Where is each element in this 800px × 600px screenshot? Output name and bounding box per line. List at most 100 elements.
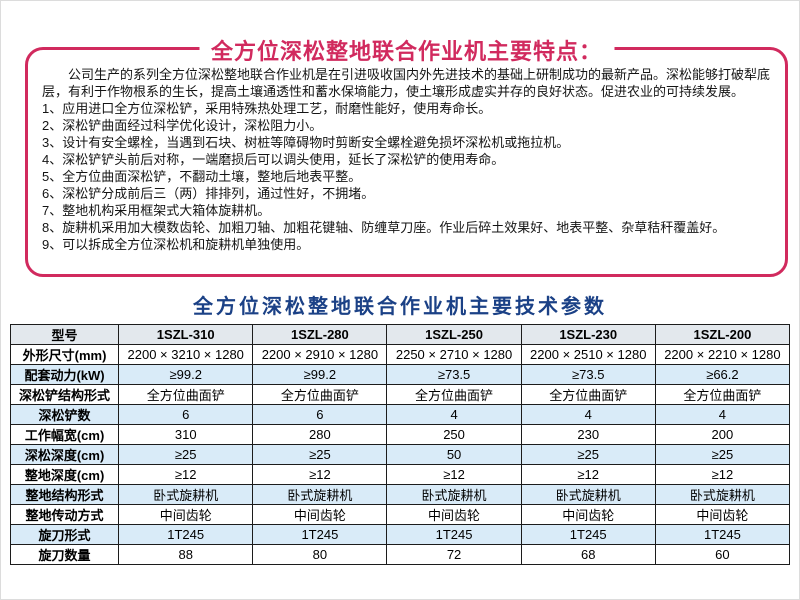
table-cell: 全方位曲面铲 (252, 384, 388, 405)
table-cell: 88 (118, 544, 254, 565)
row-label: 整地结构形式 (9, 484, 120, 505)
table-row: 深松铲结构形式 全方位曲面铲 全方位曲面铲 全方位曲面铲 全方位曲面铲 全方位曲面铲 (9, 384, 791, 405)
table-cell: ≥25 (118, 444, 254, 465)
table-cell: 280 (252, 424, 388, 445)
table-row: 整地深度(cm) ≥12 ≥12 ≥12 ≥12 ≥12 (9, 464, 791, 485)
table-row: 配套动力(kW) ≥99.2 ≥99.2 ≥73.5 ≥73.5 ≥66.2 (9, 364, 791, 385)
table-row: 深松深度(cm) ≥25 ≥25 50 ≥25 ≥25 (9, 444, 791, 465)
table-row: 整地传动方式 中间齿轮 中间齿轮 中间齿轮 中间齿轮 中间齿轮 (9, 504, 791, 525)
row-label: 旋刀形式 (9, 524, 120, 545)
feature-item: 3、设计有安全螺栓，当遇到石块、树桩等障碍物时剪断安全螺栓避免损坏深松机或拖拉机… (42, 135, 570, 150)
table-cell: 4 (654, 404, 791, 425)
table-cell: ≥25 (654, 444, 791, 465)
table-row: 外形尺寸(mm) 2200 × 3210 × 1280 2200 × 2910 × … (9, 344, 791, 365)
table-cell: 中间齿轮 (118, 504, 254, 525)
table-cell: 250 (386, 424, 522, 445)
feature-item: 9、可以拆成全方位深松机和旋耕机单独使用。 (42, 237, 310, 252)
table-cell: 卧式旋耕机 (520, 484, 656, 505)
row-label: 深松铲数 (9, 404, 120, 425)
table-cell: 60 (654, 544, 791, 565)
table-cell: 中间齿轮 (654, 504, 791, 525)
row-label: 整地传动方式 (9, 504, 120, 525)
table-cell: 1T245 (252, 524, 388, 545)
table-cell: ≥25 (520, 444, 656, 465)
table-cell: 50 (386, 444, 522, 465)
features-list: 1、应用进口全方位深松铲，采用特殊热处理工艺，耐磨性能好，使用寿命长。 2、深松铲… (42, 100, 771, 253)
table-cell: 全方位曲面铲 (386, 384, 522, 405)
table-row: 整地结构形式 卧式旋耕机 卧式旋耕机 卧式旋耕机 卧式旋耕机 卧式旋耕机 (9, 484, 791, 505)
table-cell: ≥99.2 (252, 364, 388, 385)
table-cell: 230 (520, 424, 656, 445)
column-header-model: 1SZL-310 (118, 324, 254, 345)
table-cell: 1T245 (654, 524, 791, 545)
features-title: 全方位深松整地联合作业机主要特点： (198, 34, 615, 66)
column-header-model: 1SZL-280 (252, 324, 388, 345)
table-cell: 中间齿轮 (386, 504, 522, 525)
table-cell: 4 (386, 404, 522, 425)
row-label: 旋刀数量 (9, 544, 120, 565)
features-box: 全方位深松整地联合作业机主要特点： 公司生产的系列全方位深松整地联合作业机是在引… (25, 34, 788, 277)
row-label: 配套动力(kW) (9, 364, 120, 385)
table-cell: ≥12 (654, 464, 791, 485)
features-intro-paragraph: 公司生产的系列全方位深松整地联合作业机是在引进吸收国内外先进技术的基础上研制成功… (42, 67, 771, 99)
row-label: 深松铲结构形式 (9, 384, 120, 405)
table-row: 旋刀数量 88 80 72 68 60 (9, 544, 791, 565)
feature-item: 8、旋耕机采用加大模数齿轮、加粗刀轴、加粗花键轴、防缠草刀座。作业后碎土效果好、… (42, 220, 726, 235)
row-label: 工作幅宽(cm) (9, 424, 120, 445)
table-cell: 中间齿轮 (520, 504, 656, 525)
specs-table-body: 外形尺寸(mm) 2200 × 3210 × 1280 2200 × 2910 × … (9, 344, 791, 565)
feature-item: 4、深松铲铲头前后对称，一端磨损后可以调头使用，延长了深松铲的使用寿命。 (42, 152, 505, 167)
specs-header-row: 型号 1SZL-310 1SZL-280 1SZL-250 1SZL-230 1SZL-2… (9, 324, 791, 345)
table-cell: 2200 × 2910 × 1280 (252, 344, 388, 365)
table-cell: 72 (386, 544, 522, 565)
column-header-model: 1SZL-250 (386, 324, 522, 345)
table-cell: 卧式旋耕机 (386, 484, 522, 505)
table-row: 深松铲数 6 6 4 4 4 (9, 404, 791, 425)
table-cell: 1T245 (118, 524, 254, 545)
table-cell: 中间齿轮 (252, 504, 388, 525)
row-label: 深松深度(cm) (9, 444, 120, 465)
table-cell: 卧式旋耕机 (654, 484, 791, 505)
table-cell: 2250 × 2710 × 1280 (386, 344, 522, 365)
table-cell: 6 (118, 404, 254, 425)
column-header-model: 1SZL-230 (520, 324, 656, 345)
table-cell: 6 (252, 404, 388, 425)
row-label: 整地深度(cm) (9, 464, 120, 485)
table-row: 旋刀形式 1T245 1T245 1T245 1T245 1T245 (9, 524, 791, 545)
feature-item: 7、整地机构采用框架式大箱体旋耕机。 (42, 203, 271, 218)
table-cell: ≥12 (520, 464, 656, 485)
table-cell: 卧式旋耕机 (252, 484, 388, 505)
table-cell: 1T245 (520, 524, 656, 545)
table-cell: 全方位曲面铲 (118, 384, 254, 405)
feature-item: 1、应用进口全方位深松铲，采用特殊热处理工艺，耐磨性能好，使用寿命长。 (42, 101, 492, 116)
specs-table: 型号 1SZL-310 1SZL-280 1SZL-250 1SZL-230 1SZL-2… (9, 324, 791, 565)
table-cell: 1T245 (386, 524, 522, 545)
row-label: 外形尺寸(mm) (9, 344, 120, 365)
column-header-label: 型号 (9, 324, 120, 345)
table-cell: 80 (252, 544, 388, 565)
features-content: 公司生产的系列全方位深松整地联合作业机是在引进吸收国内外先进技术的基础上研制成功… (28, 50, 785, 253)
table-cell: 2200 × 2210 × 1280 (654, 344, 791, 365)
table-cell: ≥73.5 (520, 364, 656, 385)
table-cell: 2200 × 3210 × 1280 (118, 344, 254, 365)
table-cell: 2200 × 2510 × 1280 (520, 344, 656, 365)
table-cell: 全方位曲面铲 (654, 384, 791, 405)
table-cell: 卧式旋耕机 (118, 484, 254, 505)
table-cell: ≥12 (252, 464, 388, 485)
table-cell: 68 (520, 544, 656, 565)
table-cell: ≥25 (252, 444, 388, 465)
specs-table-title: 全方位深松整地联合作业机主要技术参数 (193, 296, 607, 318)
feature-item: 2、深松铲曲面经过科学优化设计，深松阻力小。 (42, 118, 323, 133)
feature-item: 6、深松铲分成前后三（两）排排列，通过性好，不拥堵。 (42, 186, 375, 201)
table-cell: 全方位曲面铲 (520, 384, 656, 405)
table-cell: ≥73.5 (386, 364, 522, 385)
feature-item: 5、全方位曲面深松铲，不翻动土壤，整地后地表平整。 (42, 169, 362, 184)
table-cell: 200 (654, 424, 791, 445)
table-cell: ≥66.2 (654, 364, 791, 385)
table-row: 工作幅宽(cm) 310 280 250 230 200 (9, 424, 791, 445)
column-header-model: 1SZL-200 (654, 324, 791, 345)
table-cell: ≥12 (118, 464, 254, 485)
table-cell: 4 (520, 404, 656, 425)
table-cell: ≥99.2 (118, 364, 254, 385)
